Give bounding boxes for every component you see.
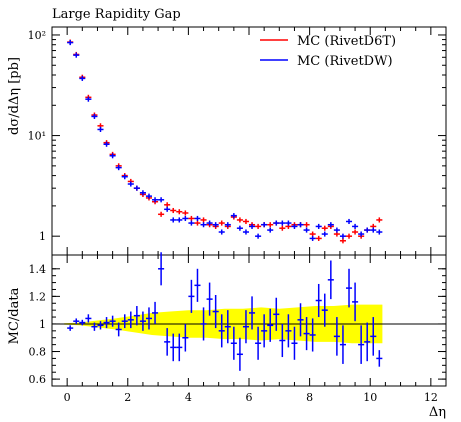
ratio-y-tick-label: 1.4: [29, 263, 47, 276]
x-tick-label: 4: [185, 391, 192, 404]
x-tick-label: 2: [124, 391, 131, 404]
ratio-y-tick-label: 1.2: [29, 290, 47, 303]
main-y-tick-label: 10¹: [28, 130, 46, 143]
x-axis-label: Δη: [429, 405, 446, 420]
x-tick-label: 8: [306, 391, 313, 404]
series-d6t: [67, 39, 383, 244]
ratio-y-tick-label: 1: [39, 318, 46, 331]
ratio-axis-ticks: 0.6 0.8 1 1.2 1.4 0 2 4 6 8 10 12: [29, 255, 447, 404]
ratio-y-tick-label: 0.6: [29, 373, 47, 386]
main-y-tick-label: 10²: [28, 29, 46, 42]
ratio-y-tick-label: 0.8: [29, 346, 47, 359]
main-series-points: [67, 39, 383, 244]
ratio-series-points: [67, 252, 383, 371]
ratio-y-axis-label: MC/data: [7, 287, 22, 344]
series-dw: [67, 40, 383, 241]
main-y-axis-label: dσ/dΔη [pb]: [7, 57, 22, 135]
main-y-tick-label: 1: [39, 230, 46, 243]
legend-label-d6t: MC (RivetD6T): [297, 34, 396, 49]
chart-title: Large Rapidity Gap: [52, 7, 181, 22]
x-tick-label: 6: [246, 391, 253, 404]
x-tick-label: 10: [363, 391, 377, 404]
main-axis-ticks: 1 10¹ 10²: [28, 27, 447, 255]
legend: MC (RivetD6T) MC (RivetDW): [260, 34, 396, 69]
x-tick-label: 12: [424, 391, 438, 404]
legend-label-dw: MC (RivetDW): [297, 54, 393, 69]
x-tick-label: 0: [64, 391, 71, 404]
